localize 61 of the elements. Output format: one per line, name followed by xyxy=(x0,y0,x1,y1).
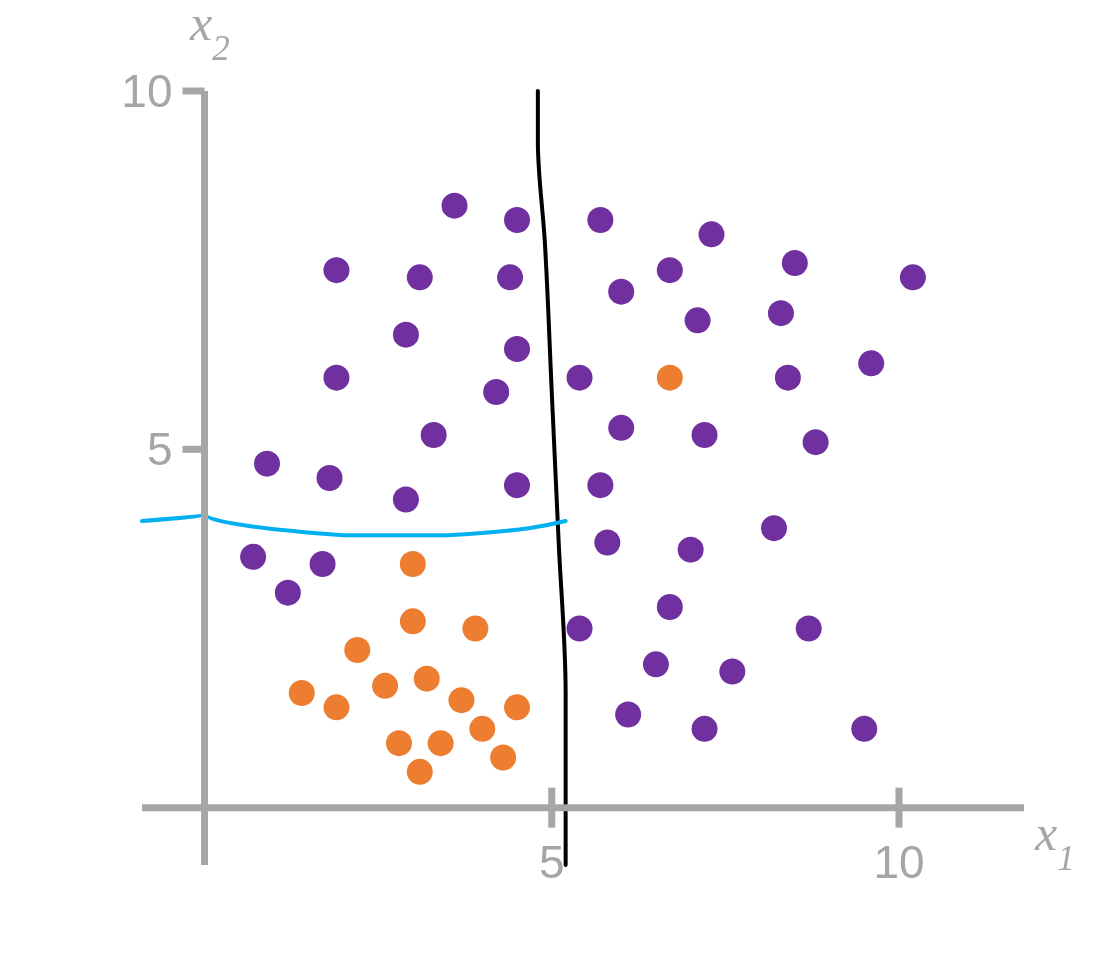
point xyxy=(323,694,350,721)
point xyxy=(504,472,531,499)
point xyxy=(316,465,343,491)
point xyxy=(608,278,635,305)
point xyxy=(587,207,614,233)
y-axis-title: x$_{2}$ xyxy=(189,0,230,68)
point xyxy=(240,543,267,570)
point xyxy=(781,250,808,276)
point xyxy=(254,450,281,477)
point xyxy=(851,715,878,742)
point xyxy=(490,744,517,771)
point xyxy=(420,422,447,448)
point xyxy=(441,192,468,219)
point xyxy=(656,257,683,284)
point xyxy=(448,687,475,714)
point xyxy=(691,715,718,742)
point xyxy=(344,637,371,663)
point xyxy=(802,429,829,456)
point xyxy=(309,551,336,577)
point xyxy=(677,536,704,563)
point xyxy=(392,321,419,348)
point xyxy=(719,658,746,685)
x-axis-title: x$_{1}$ xyxy=(1034,804,1075,878)
point xyxy=(399,608,426,635)
point xyxy=(504,336,531,362)
point xyxy=(413,665,440,692)
point xyxy=(760,515,787,542)
point xyxy=(483,379,510,405)
point xyxy=(656,594,683,620)
point xyxy=(504,207,531,233)
point xyxy=(323,364,350,391)
point xyxy=(497,264,524,291)
point xyxy=(399,551,426,577)
point xyxy=(504,694,531,721)
point xyxy=(587,472,614,499)
point xyxy=(656,364,683,391)
point xyxy=(691,422,718,448)
point xyxy=(795,615,822,642)
point xyxy=(594,529,621,556)
point xyxy=(392,486,419,513)
point xyxy=(406,758,433,785)
point xyxy=(615,701,642,728)
point xyxy=(642,651,669,678)
point xyxy=(767,300,794,327)
point xyxy=(323,257,350,284)
point xyxy=(288,680,315,706)
point xyxy=(406,264,433,291)
point xyxy=(684,307,711,334)
point xyxy=(385,730,412,757)
point xyxy=(462,615,489,642)
point xyxy=(858,350,885,377)
point xyxy=(774,364,801,391)
point xyxy=(372,672,399,699)
point xyxy=(427,730,454,757)
point xyxy=(608,414,635,441)
point xyxy=(566,615,593,642)
point xyxy=(698,221,725,248)
point xyxy=(566,364,593,391)
point xyxy=(899,264,926,291)
point xyxy=(469,715,496,742)
point xyxy=(274,579,301,606)
